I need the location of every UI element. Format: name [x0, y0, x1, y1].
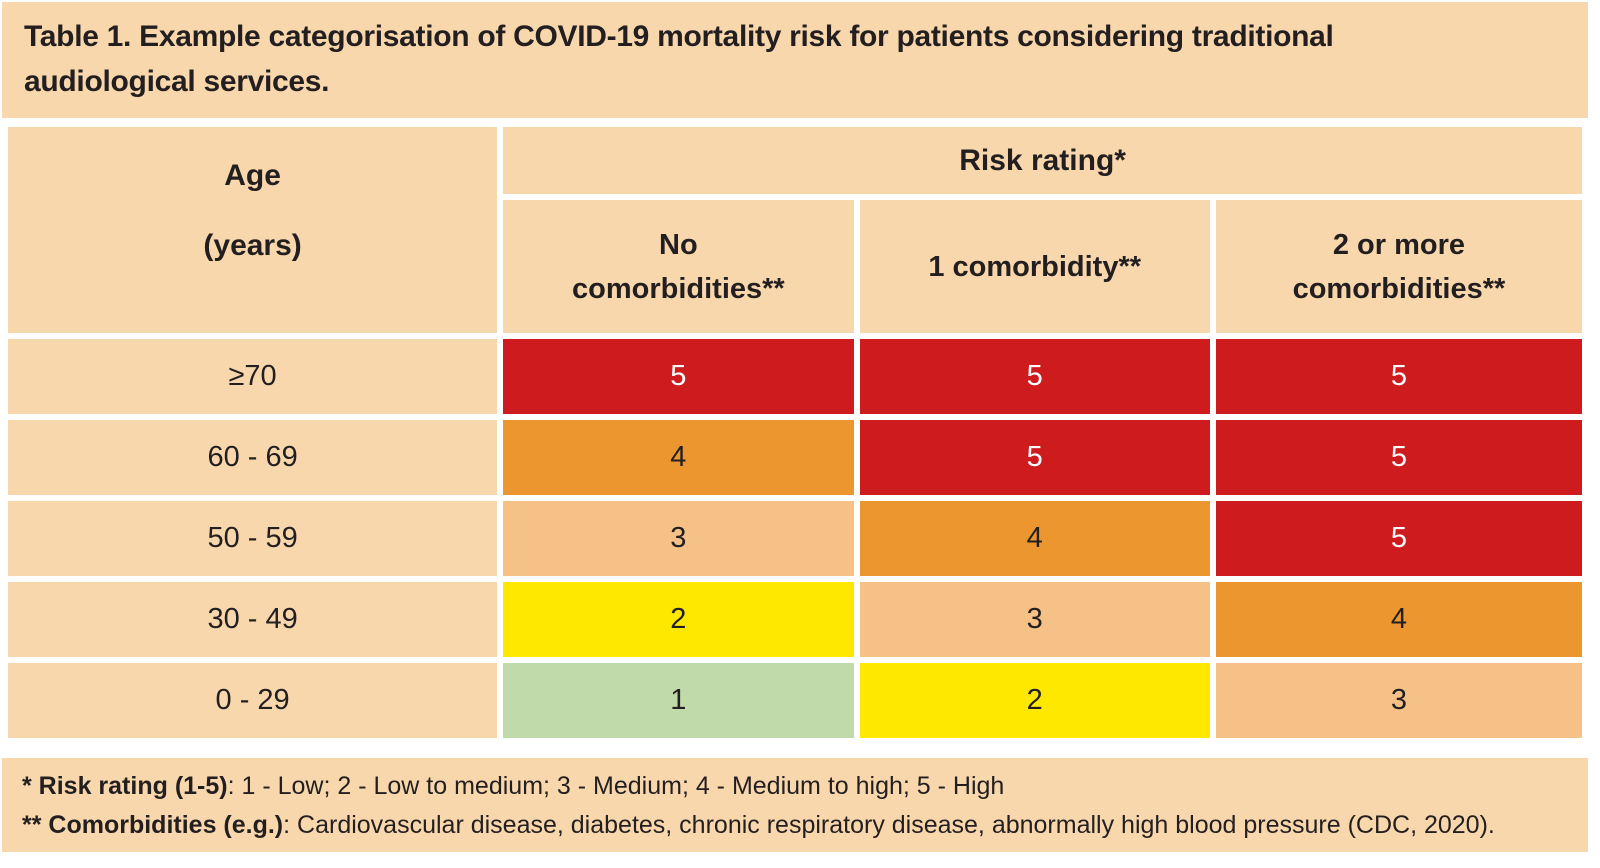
footnote-risk-rating-text: : 1 - Low; 2 - Low to medium; 3 - Medium…	[227, 772, 1005, 800]
footnote-block: * Risk rating (1-5): 1 - Low; 2 - Low to…	[2, 758, 1588, 852]
risk-table: Age (years) Risk rating* No comorbiditie…	[2, 121, 1588, 744]
risk-cell: 5	[1215, 501, 1582, 576]
risk-cell: 5	[503, 339, 854, 414]
age-header-label: Age	[224, 159, 281, 192]
table-row-age-0-29: 0 - 29 1 2 3	[8, 663, 1582, 738]
column-header-one-comorbidity: 1 comorbidity**	[859, 200, 1210, 333]
risk-cell: 3	[1215, 663, 1582, 738]
column-header-label: No comorbidities**	[572, 228, 785, 305]
risk-cell: 2	[503, 582, 854, 657]
age-cell: 50 - 59	[8, 501, 498, 576]
age-cell: 0 - 29	[8, 663, 498, 738]
header-row-top: Age (years) Risk rating*	[8, 127, 1582, 333]
age-column-header: Age (years)	[8, 127, 498, 333]
risk-cell: 3	[859, 582, 1210, 657]
risk-cell: 5	[1215, 420, 1582, 495]
risk-cell: 5	[859, 420, 1210, 495]
table-row-age-60-69: 60 - 69 4 5 5	[8, 420, 1582, 495]
footnote-comorbidities-text: : Cardiovascular disease, diabetes, chro…	[283, 811, 1495, 839]
age-header-unit: (years)	[203, 229, 302, 262]
age-cell: ≥70	[8, 339, 498, 414]
header-row-sub: No comorbidities** 1 comorbidity** 2 or …	[8, 200, 1582, 333]
risk-cell: 4	[1215, 582, 1582, 657]
age-cell: 60 - 69	[8, 420, 498, 495]
table-row-age-70-plus: ≥70 5 5 5	[8, 339, 1582, 414]
column-header-no-comorbidities: No comorbidities**	[503, 200, 854, 333]
age-cell: 30 - 49	[8, 582, 498, 657]
footnote-comorbidities-lead: ** Comorbidities (e.g.)	[22, 811, 284, 839]
footnote-comorbidities: ** Comorbidities (e.g.): Cardiovascular …	[22, 806, 1588, 845]
table-row-age-50-59: 50 - 59 3 4 5	[8, 501, 1582, 576]
risk-cell: 2	[859, 663, 1210, 738]
risk-cell: 5	[859, 339, 1210, 414]
risk-cell: 4	[859, 501, 1210, 576]
footnote-risk-rating: * Risk rating (1-5): 1 - Low; 2 - Low to…	[22, 767, 1588, 806]
risk-cell: 4	[503, 420, 854, 495]
table-title: Table 1. Example categorisation of COVID…	[24, 20, 1334, 98]
risk-cell: 5	[1215, 339, 1582, 414]
column-header-label: 2 or more comorbidities**	[1292, 228, 1506, 305]
column-header-label: 1 comorbidity**	[928, 250, 1142, 283]
footnote-risk-rating-lead: * Risk rating (1-5)	[22, 772, 228, 800]
table-row-age-30-49: 30 - 49 2 3 4	[8, 582, 1582, 657]
risk-cell: 1	[503, 663, 854, 738]
risk-cell: 3	[503, 501, 854, 576]
risk-rating-header: Risk rating*	[503, 127, 1582, 194]
column-header-two-or-more-comorbidities: 2 or more comorbidities**	[1215, 200, 1582, 333]
table-title-block: Table 1. Example categorisation of COVID…	[2, 2, 1588, 118]
